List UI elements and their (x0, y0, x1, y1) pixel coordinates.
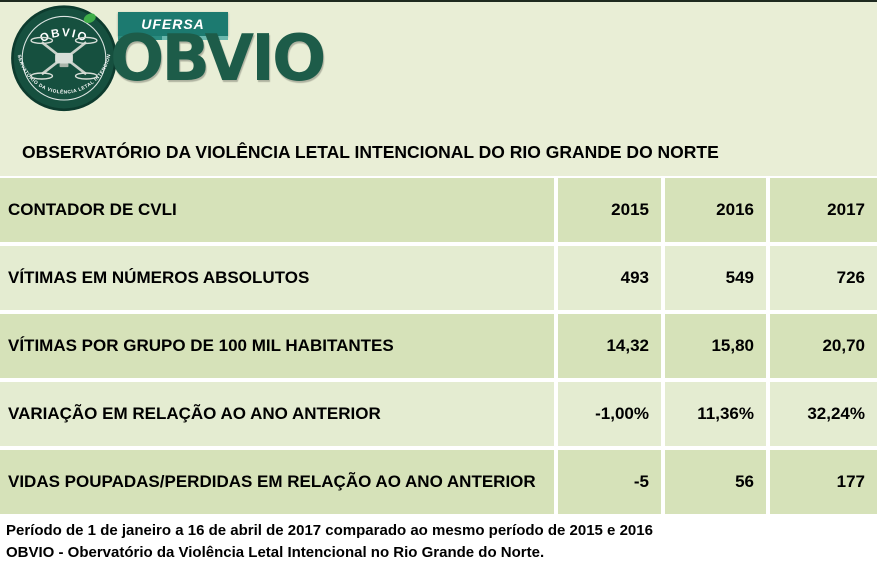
cell-absolute-2017: 726 (770, 246, 877, 310)
cell-absolute-2016: 549 (665, 246, 766, 310)
row-label-per-100k: VÍTIMAS POR GRUPO DE 100 MIL HABITANTES (0, 314, 554, 378)
cell-lives-2017: 177 (770, 450, 877, 514)
cell-per100k-2016: 15,80 (665, 314, 766, 378)
footer-notes: Período de 1 de janeiro a 16 de abril de… (0, 516, 877, 575)
footer-source-note: OBVIO - Obervatório da Violência Letal I… (6, 544, 545, 561)
cell-variation-2017: 32,24% (770, 382, 877, 446)
footer-period-note: Período de 1 de janeiro a 16 de abril de… (6, 522, 653, 539)
cell-per100k-2017: 20,70 (770, 314, 877, 378)
cell-variation-2015: -1,00% (558, 382, 661, 446)
obvio-badge-logo: OBVIO OBSERVATÓRIO DA VIOLÊNCIA LETAL IN… (8, 4, 117, 112)
table-header-year-2017: 2017 (770, 178, 877, 242)
header-banner: OBVIO OBSERVATÓRIO DA VIOLÊNCIA LETAL IN… (0, 0, 877, 176)
ufersa-logo-strip (118, 36, 228, 40)
table-header-year-2016: 2016 (665, 178, 766, 242)
cell-per100k-2015: 14,32 (558, 314, 661, 378)
ufersa-label: UFERSA (141, 16, 205, 32)
row-label-absolute-victims: VÍTIMAS EM NÚMEROS ABSOLUTOS (0, 246, 554, 310)
row-label-variation: VARIAÇÃO EM RELAÇÃO AO ANO ANTERIOR (0, 382, 554, 446)
row-label-lives-saved-lost: VIDAS POUPADAS/PERDIDAS EM RELAÇÃO AO AN… (0, 450, 554, 514)
leaf-icon (83, 13, 96, 24)
cell-absolute-2015: 493 (558, 246, 661, 310)
ufersa-logo: UFERSA (118, 12, 228, 36)
cvli-counter-table: CONTADOR DE CVLI 2015 2016 2017 VÍTIMAS … (0, 176, 877, 516)
table-header-year-2015: 2015 (558, 178, 661, 242)
cell-lives-2015: -5 (558, 450, 661, 514)
table-header-label: CONTADOR DE CVLI (0, 178, 554, 242)
cell-variation-2016: 11,36% (665, 382, 766, 446)
obvio-wordmark: OBVIO (110, 22, 326, 96)
cell-lives-2016: 56 (665, 450, 766, 514)
drone-icon (30, 36, 98, 80)
page-title: OBSERVATÓRIO DA VIOLÊNCIA LETAL INTENCIO… (22, 142, 719, 162)
